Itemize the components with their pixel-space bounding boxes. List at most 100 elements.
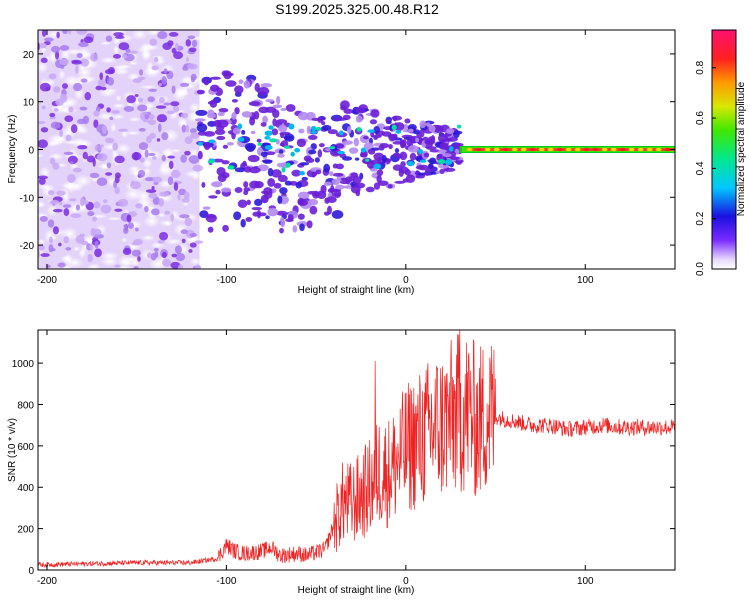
heatmap-gap <box>58 69 66 81</box>
heatmap-y-tick-label: 20 <box>23 50 35 61</box>
heatmap-noise-blob <box>185 39 191 47</box>
heatmap-noise-blob <box>151 208 160 216</box>
heatmap-cluster-blob <box>272 109 280 119</box>
heatmap-noise-blob <box>89 172 100 179</box>
heatmap-noise-blob <box>184 136 193 144</box>
heatmap-noise-blob <box>189 242 197 248</box>
heatmap-cluster-blob <box>417 172 428 176</box>
heatmap-cluster-blob <box>425 122 431 127</box>
heatmap-cluster-blob <box>262 115 268 124</box>
heatmap-cluster-blob <box>388 133 396 142</box>
heatmap-cluster-blob <box>280 140 289 148</box>
heatmap-cluster-blob <box>256 138 262 143</box>
heatmap-noise-blob <box>170 213 174 222</box>
heatmap-cluster-blob <box>253 110 260 120</box>
band-hotspots <box>466 147 671 152</box>
heatmap-gap <box>139 85 158 90</box>
heatmap-cluster-blob <box>194 118 206 122</box>
heatmap-cluster-blob <box>217 173 227 183</box>
heatmap-cluster-blob <box>355 107 366 114</box>
heatmap-cluster-blob <box>415 137 420 143</box>
heatmap-noise-blob <box>62 83 68 89</box>
heatmap-noise-blob <box>145 189 157 193</box>
heatmap-cluster-blob <box>309 205 318 215</box>
heatmap-hot-blob <box>356 127 362 132</box>
colorbar-gradient <box>711 29 737 270</box>
heatmap-cluster-blob <box>209 99 218 108</box>
heatmap-cluster-blob <box>208 195 218 199</box>
heatmap-noise-blob <box>79 197 85 207</box>
heatmap-noise-blob <box>170 101 180 107</box>
snr-x-ticks: -200 -100 0 100 <box>37 330 594 587</box>
heatmap-noise-blob <box>151 65 159 71</box>
heatmap-noise-blob <box>79 233 85 238</box>
heatmap-noise-blob <box>188 47 197 52</box>
heatmap-noise-blob <box>63 151 74 155</box>
heatmap-cluster-blob <box>221 160 230 165</box>
heatmap-noise-blob <box>100 204 112 214</box>
heatmap-gap <box>111 102 126 109</box>
heatmap-cluster-blob <box>238 79 244 85</box>
colorbar-tick-label: 0.0 <box>695 262 706 276</box>
heatmap-noise-blob <box>48 244 54 253</box>
heatmap-noise-blob <box>41 30 47 37</box>
heatmap-cluster-blob <box>355 115 363 123</box>
heatmap-noise-blob <box>171 253 177 258</box>
heatmap-cluster-blob <box>209 84 220 92</box>
heatmap-cluster-blob <box>297 191 310 200</box>
heatmap-noise-blob <box>144 149 149 158</box>
heatmap-noise-blob <box>69 198 77 202</box>
heatmap-noise-blob <box>192 164 204 172</box>
heatmap-gap <box>59 255 73 263</box>
heatmap-cluster-blob <box>376 169 384 176</box>
heatmap-cluster-blob <box>248 166 261 174</box>
heatmap-noise-blob <box>67 173 76 183</box>
heatmap-cluster-blob <box>260 151 268 158</box>
heatmap-noise-blob <box>184 191 190 200</box>
heatmap-noise-blob <box>115 35 125 40</box>
heatmap-noise-blob <box>49 199 60 205</box>
heatmap-noise-blob <box>38 121 46 125</box>
heatmap-cluster-blob <box>315 169 322 175</box>
heatmap-hot-blob <box>437 159 446 165</box>
heatmap-cluster-blob <box>276 210 288 216</box>
heatmap-gap <box>141 234 156 241</box>
heatmap-noise-blob <box>39 215 48 222</box>
heatmap-cluster-blob <box>243 80 251 89</box>
colorbar-label: Normalized spectral amplitude <box>736 81 747 216</box>
heatmap-noise-blob <box>188 155 200 164</box>
heatmap-plot-area <box>38 30 675 269</box>
heatmap-noise-blob <box>117 198 129 207</box>
heatmap-gap <box>137 45 153 54</box>
heatmap-cluster-blob <box>335 143 345 149</box>
heatmap-gap <box>121 237 128 243</box>
heatmap-hot-blob <box>288 123 295 130</box>
heatmap-cluster-blob <box>267 178 276 187</box>
heatmap-cluster-blob <box>306 191 318 195</box>
heatmap-cluster-blob <box>231 112 237 120</box>
heatmap-noise-blob <box>94 144 102 152</box>
heatmap-noise-blob <box>147 119 157 125</box>
heatmap-noise-blob <box>133 266 139 269</box>
heatmap-noise-blob <box>82 115 90 125</box>
heatmap-cluster-blob <box>378 145 385 151</box>
heatmap-noise-blob <box>48 236 53 244</box>
heatmap-noise-blob <box>114 264 121 268</box>
heatmap-cluster-blob <box>202 206 211 210</box>
chart-title: S199.2025.325.00.48.R12 <box>275 1 439 17</box>
heatmap-cluster-blob <box>207 226 214 233</box>
heatmap-cluster-blob <box>331 178 340 186</box>
heatmap-cluster-blob <box>234 167 246 173</box>
heatmap-cluster-blob <box>296 138 307 148</box>
heatmap-x-label: Height of straight line (km) <box>298 285 415 296</box>
colorbar-tick-label: 0.4 <box>695 161 706 175</box>
heatmap-noise-blob <box>118 42 130 51</box>
heatmap-cluster-blob <box>369 119 378 125</box>
heatmap-cluster-blob <box>335 117 348 121</box>
heatmap-gap <box>187 148 200 157</box>
heatmap-cluster-blob <box>276 162 285 168</box>
heatmap-cluster-blob <box>267 167 274 177</box>
heatmap-cluster-blob <box>215 189 221 195</box>
